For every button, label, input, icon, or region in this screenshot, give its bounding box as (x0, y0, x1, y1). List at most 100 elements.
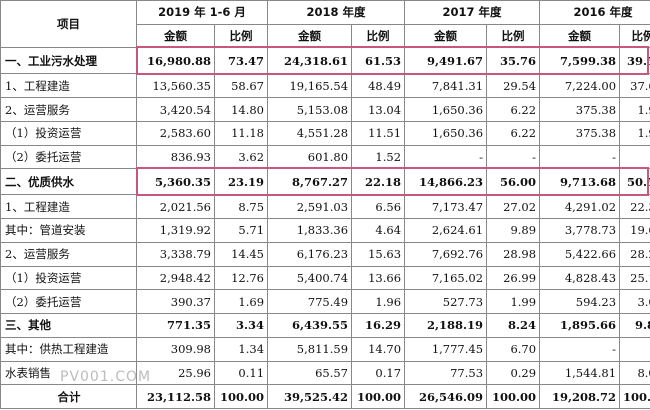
ratio-cell: 100.00 (619, 384, 650, 409)
amount-cell: 601.80 (267, 144, 353, 170)
ratio-cell: 11.51 (351, 120, 406, 146)
table-row: 其中：供热工程建造 309.98 1.34 5,811.59 14.70 1,777.45… (0, 336, 650, 362)
header-row-subcolumns: 金额 比例 金额 比例 金额 比例 金额 比例 (1, 23, 650, 49)
amount-cell: 2,948.42 (136, 265, 215, 291)
ratio-cell: 6.22 (486, 97, 541, 122)
ratio-cell: 4.64 (351, 218, 406, 243)
amount-cell: 594.23 (539, 289, 621, 315)
amount-cell: 3,338.79 (136, 241, 215, 267)
ratio-cell: 13.66 (351, 265, 406, 291)
table-row: 其中：管道安装 1,319.92 5.71 1,833.36 4.64 2,624.61 9… (0, 218, 650, 243)
table-row: 合计 23,112.58 100.00 39,525.42 100.00 26,546.0… (0, 384, 650, 409)
amount-cell: 7,841.31 (404, 73, 488, 99)
amount-cell: 13,560.35 (136, 73, 215, 99)
amount-cell: 65.57 (267, 360, 353, 386)
header-item-cell: 项目 (0, 0, 137, 49)
ratio-cell: 14.70 (351, 336, 406, 362)
ratio-cell: 1.69 (213, 289, 269, 315)
header-period: 2017 年度 (404, 0, 541, 25)
amount-cell: 8,767.27 (267, 168, 353, 196)
amount-cell: 3,420.54 (136, 97, 215, 122)
ratio-cell: 37.61 (619, 73, 650, 99)
amount-cell: 1,319.92 (136, 218, 215, 243)
amount-cell: 7,165.02 (404, 265, 488, 291)
ratio-cell: 8.24 (486, 313, 541, 338)
ratio-cell: 14.80 (213, 97, 269, 122)
amount-cell: 39,525.42 (267, 384, 353, 409)
ratio-cell: 6.56 (351, 194, 406, 220)
amount-cell: 309.98 (136, 336, 215, 362)
ratio-cell: 8.04 (619, 360, 650, 386)
amount-cell: 375.38 (539, 97, 621, 122)
ratio-cell: 9.89 (486, 218, 541, 243)
amount-cell: 1,544.81 (539, 360, 621, 386)
header-ratio: 比例 (213, 23, 269, 49)
ratio-cell: 3.09 (619, 289, 650, 315)
watermark: PV001.COM (60, 368, 152, 385)
amount-cell: 24,318.61 (267, 47, 353, 75)
row-label: （1）投资运营 (0, 265, 137, 291)
table-row: 二、优质供水 5,360.35 23.19 8,767.27 22.18 14,866.2… (0, 168, 650, 196)
ratio-cell: 22.18 (351, 168, 406, 196)
ratio-cell: 9.87 (619, 313, 650, 338)
ratio-cell: 1.95 (619, 120, 650, 146)
header-amount: 金额 (539, 23, 621, 49)
ratio-cell: 5.71 (213, 218, 269, 243)
ratio-cell: 1.34 (213, 336, 269, 362)
ratio-cell: 35.76 (486, 47, 541, 75)
ratio-cell: 48.49 (351, 73, 406, 99)
row-label: 1、工程建造 (0, 194, 137, 220)
header-amount: 金额 (136, 23, 215, 49)
amount-cell: 23,112.58 (136, 384, 215, 409)
header-ratio: 比例 (351, 23, 406, 49)
amount-cell: 9,491.67 (404, 47, 488, 75)
amount-cell: 1,895.66 (539, 313, 621, 338)
row-label: 2、运营服务 (0, 241, 137, 267)
ratio-cell: 1.96 (351, 289, 406, 315)
row-label: 二、优质供水 (0, 168, 137, 196)
table-row: 一、工业污水处理 16,980.88 73.47 24,318.61 61.53 9,49… (0, 47, 650, 75)
amount-cell: 1,777.45 (404, 336, 488, 362)
header-period: 2019 年 1-6 月 (135, 0, 269, 25)
ratio-cell: 50.57 (619, 168, 650, 196)
table-row: 三、其他 771.35 3.34 6,439.55 16.29 2,188.19 8.24 1… (0, 313, 650, 338)
amount-cell: 19,208.72 (539, 384, 621, 409)
ratio-cell: 27.02 (486, 194, 541, 220)
amount-cell: 527.73 (404, 289, 488, 315)
table-row: 2、运营服务 3,420.54 14.80 5,153.08 13.04 1,650.36… (0, 97, 650, 122)
header-amount: 金额 (267, 23, 353, 49)
amount-cell: 4,551.28 (267, 120, 353, 146)
amount-cell: - (539, 144, 621, 170)
table-row: （2）委托运营 390.37 1.69 775.49 1.96 527.73 1.99 594… (0, 289, 650, 315)
ratio-cell: 25.14 (619, 265, 650, 291)
ratio-cell: 1.95 (619, 97, 650, 122)
amount-cell: 2,021.56 (136, 194, 215, 220)
table-row: （1）投资运营 2,948.42 12.76 5,400.74 13.66 7,165.0… (0, 265, 650, 291)
amount-cell: 25.96 (136, 360, 215, 386)
ratio-cell: 6.22 (486, 120, 541, 146)
ratio-cell: 3.62 (213, 144, 269, 170)
amount-cell: 2,624.61 (404, 218, 488, 243)
ratio-cell: 6.70 (486, 336, 541, 362)
amount-cell: 5,422.66 (539, 241, 621, 267)
ratio-cell: - (619, 144, 650, 170)
ratio-cell: 100.00 (351, 384, 406, 409)
row-label: （2）委托运营 (0, 144, 137, 170)
amount-cell: 7,692.76 (404, 241, 488, 267)
amount-cell: 1,650.36 (404, 97, 488, 122)
row-label: 一、工业污水处理 (0, 47, 137, 75)
ratio-cell: 61.53 (351, 47, 406, 75)
header-ratio: 比例 (486, 23, 541, 49)
row-label: 2、运营服务 (0, 97, 137, 122)
ratio-cell: 26.99 (486, 265, 541, 291)
amount-cell: 6,176.23 (267, 241, 353, 267)
amount-cell: 2,591.03 (267, 194, 353, 220)
amount-cell: 5,360.35 (136, 168, 215, 196)
ratio-cell: 100.00 (486, 384, 541, 409)
amount-cell: 2,188.19 (404, 313, 488, 338)
amount-cell: 4,291.02 (539, 194, 621, 220)
ratio-cell: 16.29 (351, 313, 406, 338)
amount-cell: 9,713.68 (539, 168, 621, 196)
